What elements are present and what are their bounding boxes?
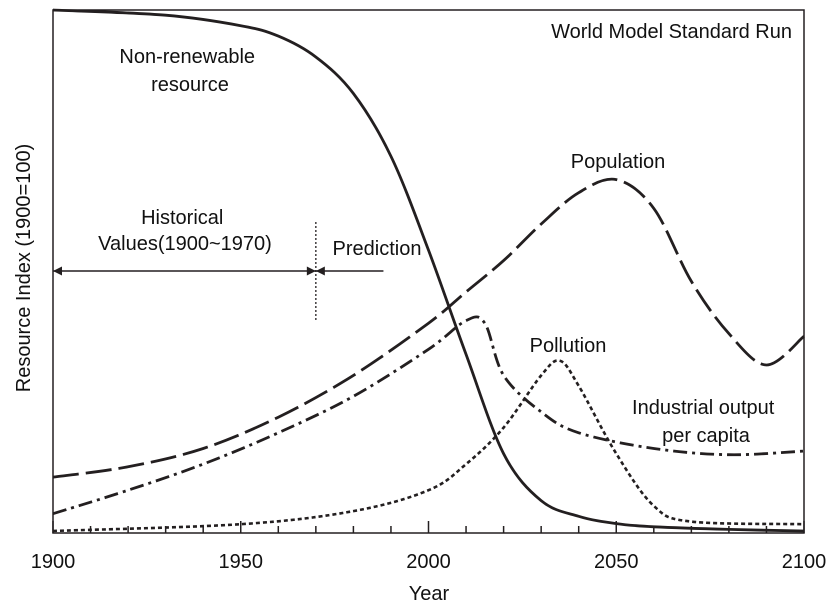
historical-label-line-2: Values(1900~1970) — [98, 233, 272, 255]
series-line-nonrenewable — [52, 8, 805, 533]
historical-label: Historical Values(1900~1970) — [98, 207, 272, 255]
x-major-ticks: 1900 1950 2000 2050 2100 — [31, 521, 827, 573]
x-tick-label: 2050 — [594, 551, 639, 573]
series-line-pollution — [52, 359, 805, 533]
prediction-label: Prediction — [333, 238, 422, 260]
nonrenewable-label-line-1: Non-renewable — [119, 46, 255, 68]
series-layer — [52, 8, 805, 533]
x-tick-label: 1950 — [219, 551, 264, 573]
population-label: Population — [571, 151, 666, 173]
historical-label-line-1: Historical — [141, 207, 223, 229]
pollution-label: Pollution — [530, 335, 607, 357]
y-axis-title: Resource Index (1900=100) — [13, 144, 35, 393]
nonrenewable-label-line-2: resource — [151, 74, 229, 96]
industrial-label: Industrial output per capita — [632, 397, 780, 447]
series-line-industrial — [52, 315, 805, 516]
industrial-label-line-2: per capita — [662, 425, 751, 447]
chart-title: World Model Standard Run — [551, 21, 792, 43]
x-tick-label: 2000 — [406, 551, 451, 573]
x-axis-title: Year — [409, 583, 450, 605]
series-line-population — [52, 177, 805, 479]
nonrenewable-label: Non-renewable resource — [119, 46, 260, 96]
historical-arrowhead-right — [306, 266, 316, 276]
annotation-arrows — [53, 222, 384, 322]
x-tick-label: 2100 — [782, 551, 827, 573]
historical-arrowhead-left — [53, 266, 62, 276]
x-tick-label: 1900 — [31, 551, 76, 573]
prediction-arrowhead — [315, 266, 325, 276]
industrial-label-line-1: Industrial output — [632, 397, 775, 419]
